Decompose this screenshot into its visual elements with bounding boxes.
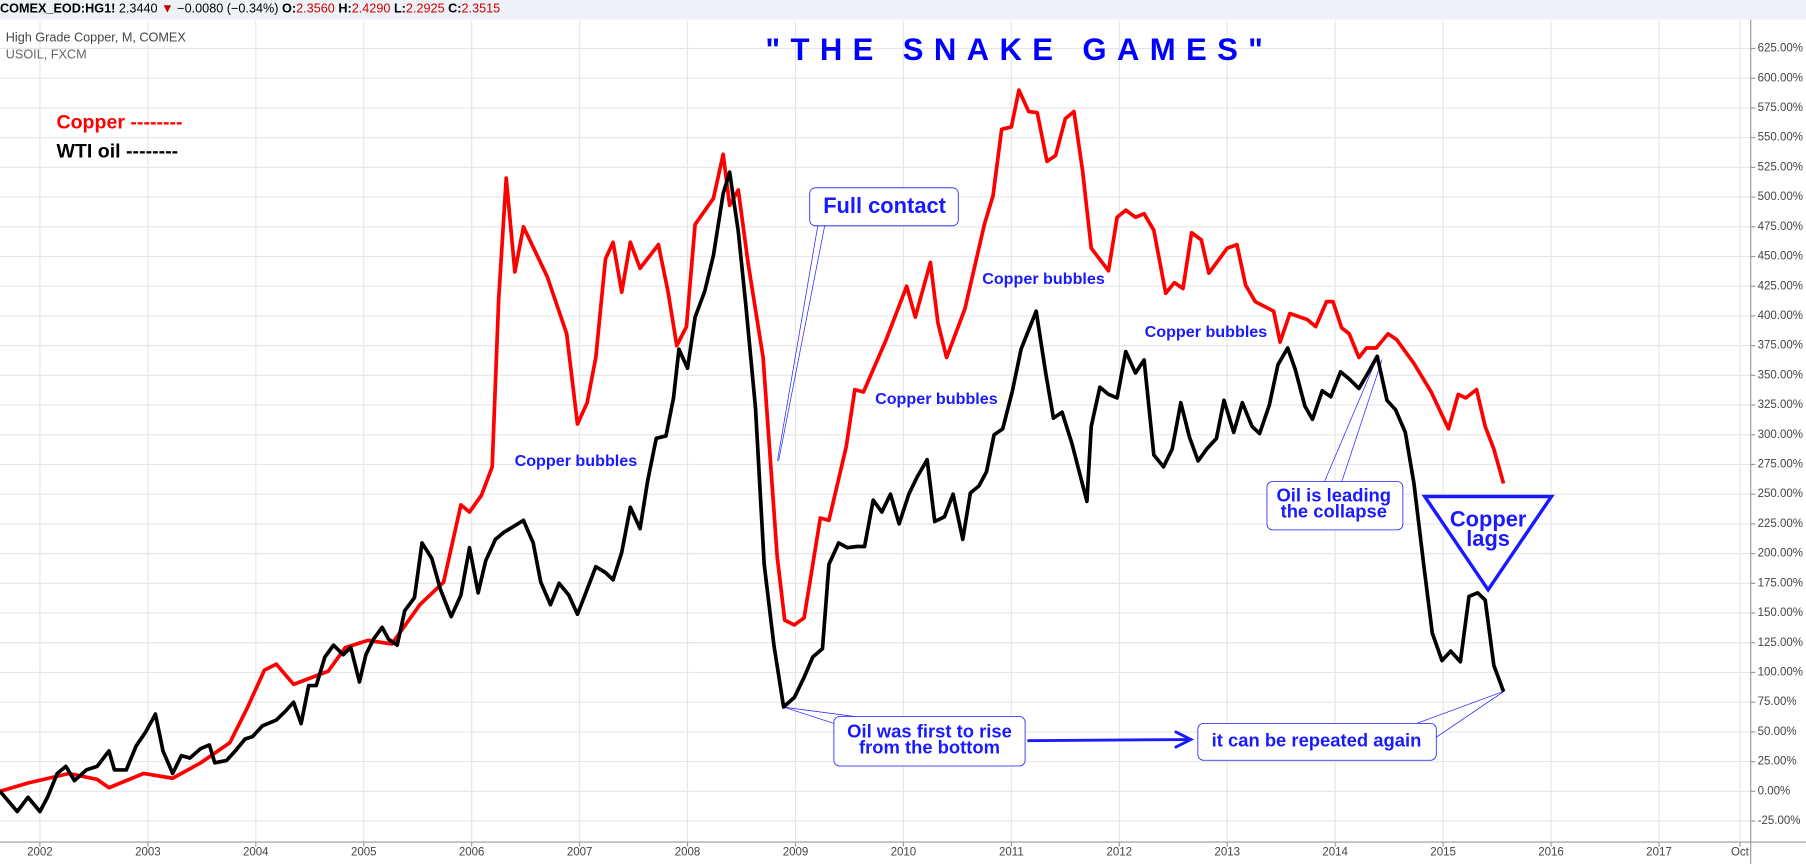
annotation-box: [1197, 722, 1437, 761]
x-tick-label: 2017: [1646, 846, 1672, 858]
y-tick-label: 400.00%: [1758, 310, 1803, 322]
x-tick-label: 2016: [1538, 846, 1564, 858]
change: −0.0080 (−0.34%): [177, 2, 278, 16]
leader-line: [777, 225, 819, 461]
close-label: C:: [448, 2, 461, 16]
x-tick-label: 2007: [567, 846, 593, 858]
leader-line: [784, 706, 855, 717]
annotation-box: [1266, 481, 1404, 531]
x-tick-label: 2010: [891, 846, 917, 858]
y-tick-label: 625.00%: [1758, 43, 1803, 55]
quote-bar: COMEX_EOD:HG1! 2.3440 ▼ −0.0080 (−0.34%)…: [0, 2, 500, 16]
y-tick-label: 225.00%: [1758, 518, 1803, 530]
y-tick-label: 100.00%: [1758, 667, 1803, 679]
annotation-text: Copper bubbles: [1145, 323, 1268, 341]
x-tick-label: 2003: [135, 846, 161, 858]
high-label: H:: [338, 2, 351, 16]
y-tick-label: 50.00%: [1758, 726, 1797, 738]
low-label: L:: [394, 2, 406, 16]
plot: [0, 88, 1506, 814]
x-tick-label: 2005: [351, 846, 377, 858]
y-tick-label: 125.00%: [1758, 637, 1803, 649]
annotation-text: the collapse: [1281, 500, 1387, 521]
x-tick-label: 2015: [1430, 846, 1456, 858]
y-tick-label: 75.00%: [1758, 696, 1797, 708]
y-tick-label: 325.00%: [1758, 399, 1803, 411]
series-line: [0, 170, 1506, 814]
leader-line: [784, 706, 834, 724]
y-tick-label: 350.00%: [1758, 369, 1803, 381]
arrow-head: [1174, 730, 1195, 749]
x-tick-label: 2011: [999, 846, 1024, 858]
grid: [0, 20, 1751, 841]
y-tick-label: 150.00%: [1758, 607, 1803, 619]
chart-title: "THE SNAKE GAMES": [765, 32, 1273, 67]
x-tick-label: 2006: [459, 846, 485, 858]
x-tick-label: 2014: [1322, 846, 1348, 858]
open: 2.3560: [296, 2, 335, 16]
last-price: 2.3440: [119, 2, 158, 16]
annotation-text: Copper bubbles: [875, 390, 998, 408]
open-label: O:: [282, 2, 296, 16]
annotation-text: Copper bubbles: [515, 452, 638, 470]
series-line: [0, 88, 1506, 794]
y-tick-label: -25.00%: [1758, 815, 1801, 827]
arrow-line: [1027, 738, 1189, 743]
annotation-text: Full contact: [823, 193, 946, 218]
y-tick-label: 0.00%: [1758, 785, 1791, 797]
leader-line: [1416, 690, 1505, 724]
leader-line: [1341, 359, 1383, 482]
high: 2.4290: [352, 2, 391, 16]
low: 2.2925: [406, 2, 445, 16]
y-tick-label: 575.00%: [1758, 102, 1803, 114]
close: 2.3515: [462, 2, 501, 16]
y-tick-label: 300.00%: [1758, 429, 1803, 441]
y-tick-label: 525.00%: [1758, 161, 1803, 173]
x-tick-label: 2002: [27, 846, 53, 858]
leader-line: [778, 225, 826, 461]
legend-entry: Copper --------: [56, 111, 182, 133]
y-tick-label: 250.00%: [1758, 488, 1803, 500]
annotation-text: from the bottom: [859, 737, 1000, 758]
x-tick-label: Oct: [1731, 846, 1750, 858]
leader-line: [1436, 690, 1505, 738]
annotation-text: Oil is leading: [1276, 484, 1391, 505]
y-tick-label: 475.00%: [1758, 221, 1803, 233]
instrument-label: High Grade Copper, M, COMEX: [6, 30, 187, 44]
annotation-text: Oil was first to rise: [847, 720, 1012, 741]
symbol: COMEX_EOD:HG1!: [0, 2, 115, 16]
annotation-triangle: [1421, 494, 1555, 593]
x-tick-label: 2004: [243, 846, 269, 858]
leader-line: [1324, 359, 1377, 482]
x-tick-label: 2009: [783, 846, 809, 858]
x-tick-label: 2013: [1214, 846, 1240, 858]
legend-entry: WTI oil --------: [56, 140, 178, 162]
change-arrow: ▼: [161, 2, 174, 16]
annotations: Full contact Copper bubbles Copper bubbles…: [515, 187, 1555, 767]
instrument-label: USOIL, FXCM: [6, 48, 87, 62]
annotation-text: Copper: [1450, 506, 1527, 531]
y-tick-label: 275.00%: [1758, 459, 1803, 471]
y-tick-label: 425.00%: [1758, 280, 1803, 292]
y-tick-label: 200.00%: [1758, 548, 1803, 560]
annotation-text: lags: [1466, 526, 1510, 551]
x-tick-label: 2008: [675, 846, 701, 858]
y-tick-label: 550.00%: [1758, 132, 1803, 144]
annotation-text: Copper bubbles: [982, 270, 1105, 288]
y-tick-label: 375.00%: [1758, 340, 1803, 352]
y-tick-label: 175.00%: [1758, 577, 1803, 589]
annotation-box: [809, 187, 959, 227]
y-tick-label: 500.00%: [1758, 191, 1803, 203]
toolbar: [0, 0, 1806, 20]
annotation-box: [833, 716, 1026, 767]
y-tick-label: 25.00%: [1758, 756, 1797, 768]
y-tick-label: 600.00%: [1758, 72, 1803, 84]
annotation-text: it can be repeated again: [1212, 730, 1422, 751]
x-tick-label: 2012: [1106, 846, 1132, 858]
y-tick-label: 450.00%: [1758, 251, 1803, 263]
